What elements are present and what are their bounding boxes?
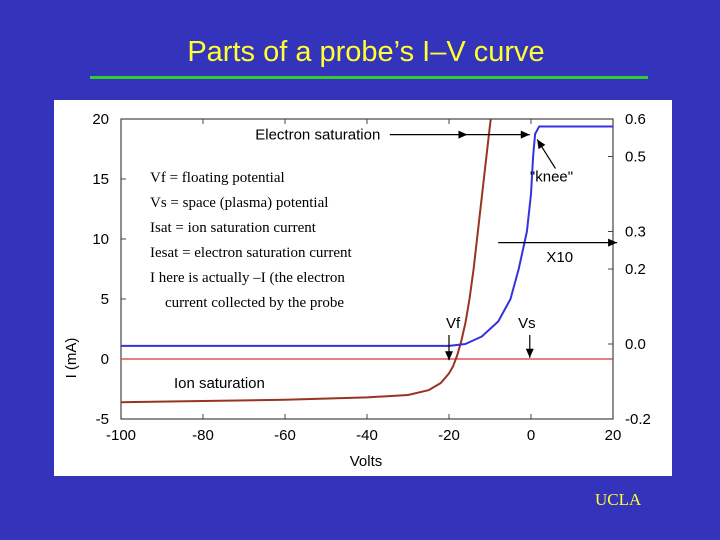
definition-note: Isat = ion saturation current — [150, 220, 317, 236]
y-tick-label-right: 0.2 — [625, 261, 646, 278]
y-tick-label-right: 0.6 — [625, 111, 646, 128]
footer-logo-text: UCLA — [595, 490, 642, 509]
y-axis-label: I (mA) — [63, 338, 80, 379]
x-tick-label: -60 — [274, 427, 296, 444]
definition-note: I here is actually –I (the electron — [150, 270, 345, 286]
y-tick-label-left: 10 — [92, 231, 109, 248]
plot-frame — [120, 118, 614, 420]
x-tick-label: -20 — [438, 427, 460, 444]
x10-arrow — [498, 238, 618, 247]
knee-arrow — [536, 139, 557, 169]
y-tick-label-left: 20 — [92, 111, 109, 128]
x-tick-label: -100 — [106, 427, 136, 444]
y-tick-label-left: 5 — [101, 291, 109, 308]
iv-curve-x10 — [121, 125, 613, 347]
annotation-ion-saturation: Ion saturation — [174, 375, 265, 392]
x-axis-label: Volts — [350, 453, 383, 470]
y-tick-label-left: 0 — [101, 351, 109, 368]
annotation-electron-saturation: Electron saturation — [255, 127, 380, 144]
slide-title: Parts of a probe’s I–V curve — [187, 36, 545, 68]
y-tick-label-right: 0.3 — [625, 224, 646, 241]
x-tick-label: -40 — [356, 427, 378, 444]
x-tick-label: 0 — [527, 427, 535, 444]
definition-note: Vf = floating potential — [150, 170, 285, 186]
y-tick-label-left: -5 — [96, 411, 109, 428]
electron-saturation-arrow-right — [467, 130, 530, 139]
x-tick-label: 20 — [605, 427, 622, 444]
definition-note: Vs = space (plasma) potential — [150, 195, 328, 211]
y-tick-label-right: -0.2 — [625, 411, 651, 428]
y-tick-label-right: 0.5 — [625, 149, 646, 166]
vs-arrow — [525, 335, 534, 358]
electron-saturation-arrow-left — [389, 130, 468, 139]
iv-curve-chart: -100 -80 -60 -40 -20 0 20-505101520-0.20.00.20… — [63, 111, 651, 470]
iv-curve-linear — [121, 119, 492, 404]
annotation-x10: X10 — [546, 249, 573, 266]
x-tick-label: -80 — [192, 427, 214, 444]
definition-note: Iesat = electron saturation current — [150, 245, 353, 261]
y-tick-label-left: 15 — [92, 171, 109, 188]
title-underline — [90, 76, 648, 79]
definition-note: current collected by the probe — [165, 295, 344, 311]
annotation-vs: Vs — [518, 315, 536, 332]
annotation-knee: "knee" — [530, 169, 573, 186]
annotation-vf: Vf — [446, 315, 461, 332]
y-tick-label-right: 0.0 — [625, 336, 646, 353]
vf-arrow — [445, 335, 453, 361]
chart-panel: -100 -80 -60 -40 -20 0 20 -5 0 5 10 15 20 -0.2 0.0 0.2 0… — [54, 100, 672, 476]
